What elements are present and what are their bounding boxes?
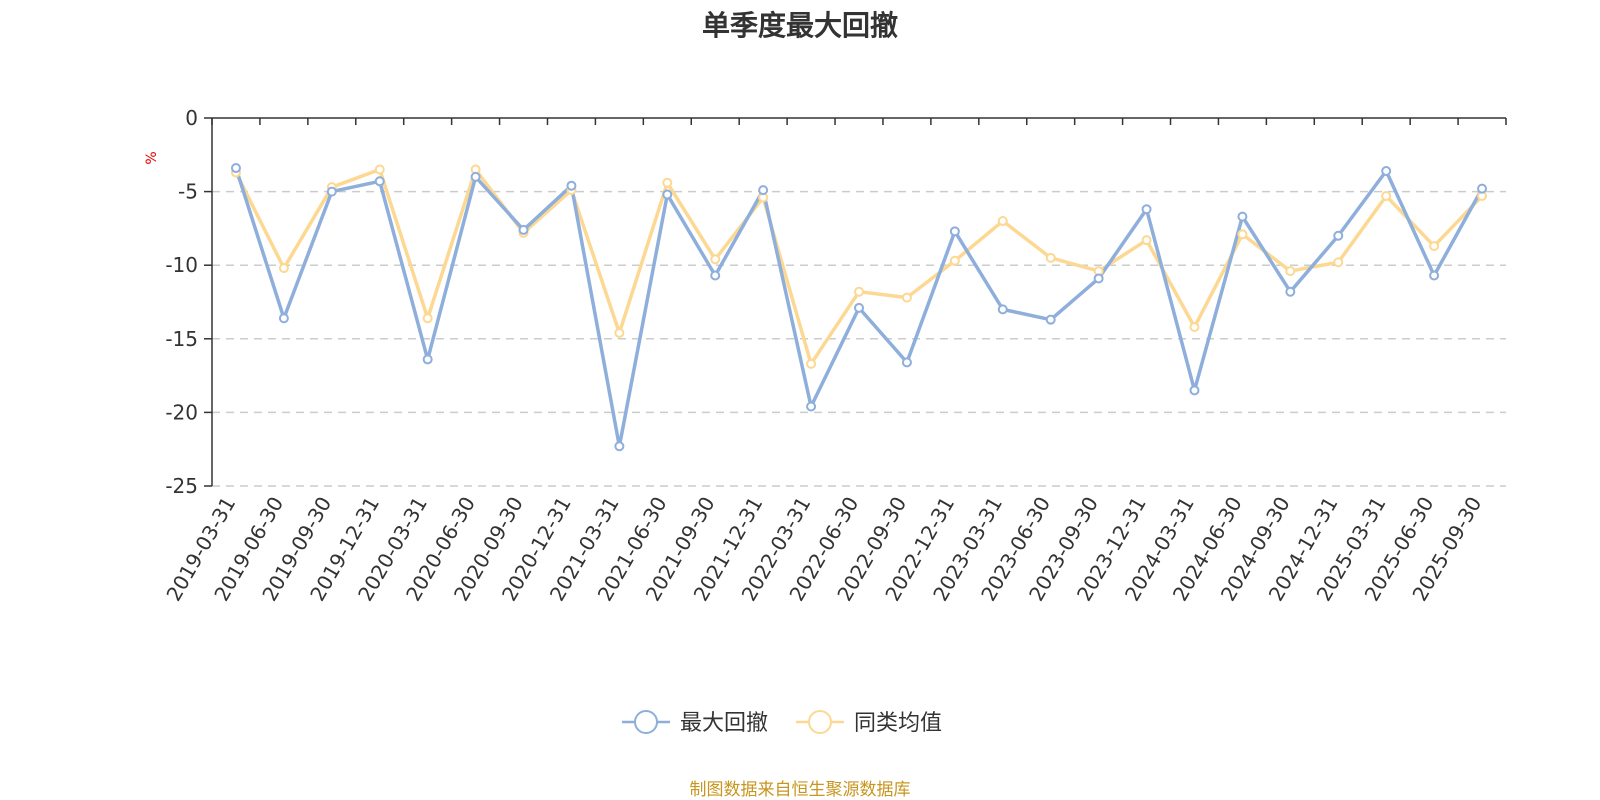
data-point[interactable] — [1285, 266, 1296, 277]
data-point[interactable] — [1093, 273, 1104, 284]
source-note: 制图数据来自恒生聚源数据库 — [689, 780, 911, 800]
data-point[interactable] — [1141, 204, 1152, 215]
data-point[interactable] — [1381, 191, 1392, 202]
data-point[interactable] — [710, 254, 721, 265]
data-point[interactable] — [1189, 385, 1200, 396]
data-point[interactable] — [1429, 270, 1440, 281]
grid-lines — [212, 190, 1506, 487]
legend-item-1[interactable]: 最大回撤 — [622, 710, 768, 736]
data-point[interactable] — [901, 357, 912, 368]
data-point[interactable] — [1045, 252, 1056, 263]
data-point[interactable] — [997, 216, 1008, 227]
data-point[interactable] — [1333, 257, 1344, 268]
data-point[interactable] — [278, 313, 289, 324]
y-tick-label: -15 — [165, 327, 198, 351]
y-tick-label: -20 — [165, 400, 198, 424]
data-point[interactable] — [997, 304, 1008, 315]
series-layer — [230, 163, 1488, 452]
data-point[interactable] — [710, 270, 721, 281]
data-point[interactable] — [949, 226, 960, 237]
data-point[interactable] — [854, 286, 864, 297]
data-point[interactable] — [278, 263, 289, 274]
data-point[interactable] — [949, 255, 960, 266]
data-point[interactable] — [470, 171, 481, 182]
series-line-2 — [234, 167, 1484, 366]
data-point[interactable] — [901, 292, 912, 303]
legend-item-2[interactable]: 同类均值 — [796, 710, 942, 736]
legend-label: 最大回撤 — [680, 711, 768, 736]
data-point[interactable] — [1333, 230, 1344, 241]
data-point[interactable] — [662, 189, 673, 200]
y-tick-label: 0 — [185, 106, 198, 130]
data-point[interactable] — [806, 401, 817, 412]
data-point[interactable] — [566, 180, 577, 191]
data-point[interactable] — [1237, 229, 1248, 240]
y-tick-label: -25 — [165, 474, 198, 498]
data-point[interactable] — [518, 224, 529, 235]
data-point[interactable] — [374, 176, 385, 187]
legend-label: 同类均值 — [854, 711, 942, 736]
data-point[interactable] — [422, 354, 433, 365]
data-point[interactable] — [614, 327, 625, 338]
legend[interactable]: 最大回撤 同类均值 — [622, 710, 942, 736]
data-point[interactable] — [806, 358, 817, 369]
data-point[interactable] — [230, 163, 241, 174]
legend-marker — [634, 710, 658, 734]
data-point[interactable] — [374, 164, 385, 175]
y-tick-label: -5 — [178, 180, 198, 204]
chart-title: 单季度最大回撤 — [701, 9, 898, 42]
data-point[interactable] — [854, 302, 864, 313]
data-point[interactable] — [1045, 314, 1056, 325]
data-point[interactable] — [1381, 165, 1392, 176]
data-point[interactable] — [326, 186, 337, 197]
data-point[interactable] — [614, 441, 625, 452]
y-axis-label: % — [144, 151, 160, 164]
data-point[interactable] — [758, 185, 769, 196]
data-point[interactable] — [1429, 241, 1440, 252]
data-point[interactable] — [422, 313, 433, 324]
data-point[interactable] — [1285, 286, 1296, 297]
data-point[interactable] — [662, 177, 673, 188]
data-point[interactable] — [1141, 235, 1152, 246]
y-tick-label: -10 — [165, 253, 198, 277]
data-point[interactable] — [1237, 211, 1248, 222]
legend-marker — [808, 710, 832, 734]
data-point[interactable] — [1477, 183, 1488, 194]
data-point[interactable] — [1189, 322, 1200, 333]
